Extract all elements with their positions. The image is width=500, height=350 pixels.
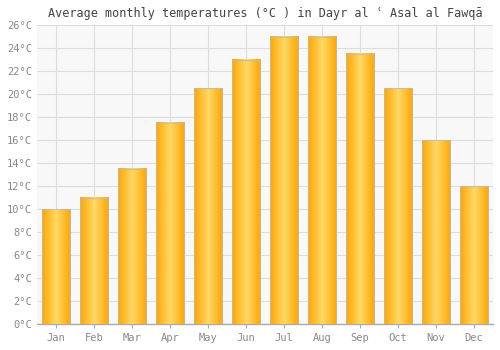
- Title: Average monthly temperatures (°C ) in Dayr al ʿ Asal al Fawqā: Average monthly temperatures (°C ) in Da…: [48, 7, 482, 20]
- Bar: [346, 54, 374, 324]
- Bar: [384, 89, 412, 324]
- Bar: [42, 209, 70, 324]
- Bar: [422, 140, 450, 324]
- Bar: [80, 198, 108, 324]
- Bar: [118, 169, 146, 324]
- Bar: [194, 89, 222, 324]
- Bar: [156, 123, 184, 324]
- Bar: [270, 37, 298, 324]
- Bar: [460, 186, 488, 324]
- Bar: [232, 60, 260, 324]
- Bar: [308, 37, 336, 324]
